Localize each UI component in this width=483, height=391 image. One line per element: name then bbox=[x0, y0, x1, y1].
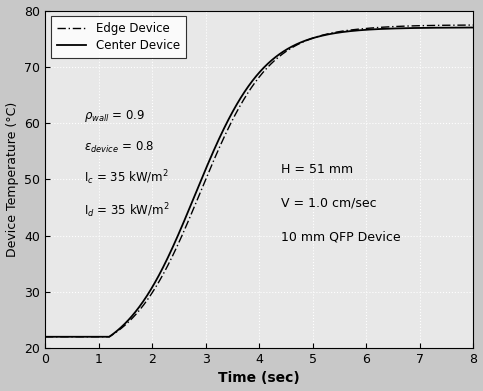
Text: V = 1.0 cm/sec: V = 1.0 cm/sec bbox=[281, 196, 376, 209]
Edge Device bbox=[239, 100, 245, 105]
Center Device bbox=[380, 27, 385, 31]
Edge Device bbox=[380, 25, 385, 30]
Text: H = 51 mm: H = 51 mm bbox=[281, 163, 353, 176]
Center Device bbox=[250, 77, 256, 82]
Edge Device bbox=[458, 23, 464, 27]
Legend: Edge Device, Center Device: Edge Device, Center Device bbox=[51, 16, 186, 58]
Center Device bbox=[458, 25, 464, 30]
Y-axis label: Device Temperature (°C): Device Temperature (°C) bbox=[6, 102, 18, 257]
Text: $\rho_{wall}$ = 0.9: $\rho_{wall}$ = 0.9 bbox=[84, 108, 145, 124]
Center Device bbox=[470, 25, 476, 30]
Center Device bbox=[239, 93, 245, 98]
Edge Device bbox=[64, 334, 70, 339]
Text: 10 mm QFP Device: 10 mm QFP Device bbox=[281, 230, 400, 243]
Edge Device bbox=[250, 83, 256, 87]
Edge Device bbox=[42, 334, 48, 339]
Text: I$_d$ = 35 kW/m$^2$: I$_d$ = 35 kW/m$^2$ bbox=[84, 201, 169, 219]
Center Device bbox=[458, 25, 464, 30]
Edge Device bbox=[458, 23, 464, 27]
X-axis label: Time (sec): Time (sec) bbox=[218, 371, 300, 386]
Edge Device bbox=[470, 23, 476, 27]
Line: Center Device: Center Device bbox=[45, 27, 473, 337]
Text: $\varepsilon_{device}$ = 0.8: $\varepsilon_{device}$ = 0.8 bbox=[84, 140, 154, 155]
Center Device bbox=[64, 334, 70, 339]
Text: I$_c$ = 35 kW/m$^2$: I$_c$ = 35 kW/m$^2$ bbox=[84, 169, 169, 187]
Line: Edge Device: Edge Device bbox=[45, 25, 473, 337]
Center Device bbox=[42, 334, 48, 339]
